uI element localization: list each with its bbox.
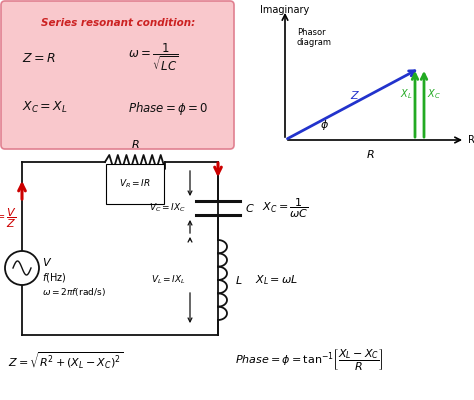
Text: $\omega = \dfrac{1}{\sqrt{LC}}$: $\omega = \dfrac{1}{\sqrt{LC}}$ [128,42,179,74]
Text: $R$: $R$ [365,148,374,160]
Text: $\phi$: $\phi$ [320,118,329,132]
Text: $R$: $R$ [131,138,139,150]
Text: $C$: $C$ [245,202,255,214]
Text: $Z$: $Z$ [350,89,360,101]
Text: $X_L = \omega L$: $X_L = \omega L$ [255,273,298,287]
Text: Imaginary: Imaginary [260,5,310,15]
Text: Real: Real [468,135,474,145]
Text: $X_L$: $X_L$ [400,87,412,101]
Text: $L$: $L$ [235,274,243,286]
Circle shape [5,251,39,285]
Text: $I = \dfrac{V}{Z}$: $I = \dfrac{V}{Z}$ [0,206,17,230]
Text: $f\mathrm{(Hz)}$: $f\mathrm{(Hz)}$ [42,272,67,284]
Text: $X_C$: $X_C$ [427,87,441,101]
Text: $\omega = 2\pi f\mathrm{(rad/s)}$: $\omega = 2\pi f\mathrm{(rad/s)}$ [42,286,106,298]
Text: $V_L = IX_L$: $V_L = IX_L$ [151,274,186,286]
Text: $Z = R$: $Z = R$ [22,52,55,65]
Text: $V$: $V$ [42,256,52,268]
Text: $V_R = IR$: $V_R = IR$ [119,178,151,190]
Text: $Phase = \phi = \tan^{-1}\!\left[\dfrac{X_L - X_C}{R}\right]$: $Phase = \phi = \tan^{-1}\!\left[\dfrac{… [235,348,384,373]
Text: Series resonant condition:: Series resonant condition: [41,18,195,28]
Text: $X_C = \dfrac{1}{\omega C}$: $X_C = \dfrac{1}{\omega C}$ [262,196,309,220]
Text: $V_C = IX_C$: $V_C = IX_C$ [149,202,186,214]
Text: $Z = \sqrt{R^2 + (X_L - X_C)^2}$: $Z = \sqrt{R^2 + (X_L - X_C)^2}$ [8,350,123,370]
Text: $X_C = X_L$: $X_C = X_L$ [22,100,68,115]
Text: Phasor
diagram: Phasor diagram [297,28,332,47]
Text: $Phase = \phi = 0$: $Phase = \phi = 0$ [128,100,208,117]
FancyBboxPatch shape [1,1,234,149]
